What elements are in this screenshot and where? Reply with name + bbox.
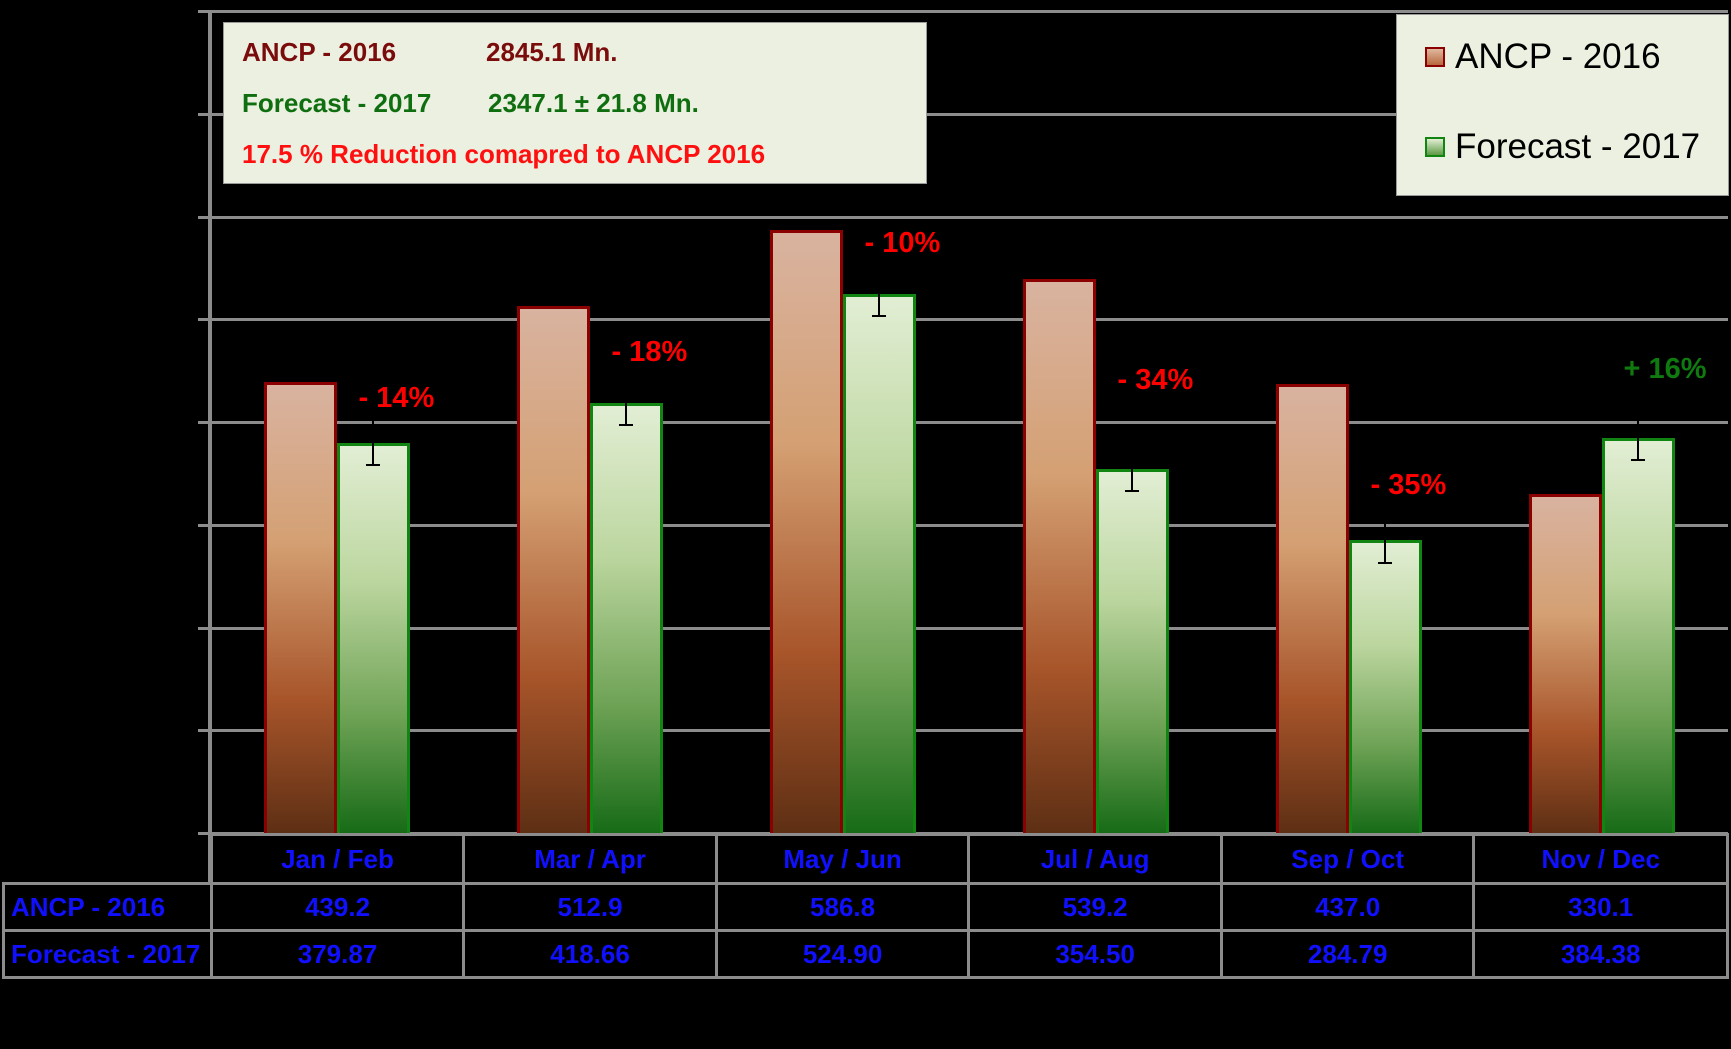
- y-tick: [198, 10, 210, 13]
- pct-change-label: - 18%: [611, 335, 688, 368]
- forecast-total-value: 2347.1 ± 21.8 Mn.: [488, 88, 699, 118]
- gridline: [210, 318, 1728, 322]
- gridline: [210, 215, 1728, 219]
- gridline: [210, 626, 1728, 630]
- ancp-total-value: 2845.1 Mn.: [486, 37, 618, 67]
- error-bar: [372, 420, 374, 466]
- bar-ancp-2016: [263, 381, 337, 833]
- error-bar-cap: [1125, 490, 1139, 493]
- y-tick: [198, 729, 210, 733]
- legend-label: Forecast - 2017: [1455, 127, 1701, 166]
- y-axis: [208, 12, 212, 884]
- legend-item-ancp: ANCP - 2016: [1425, 37, 1661, 77]
- bar-forecast-2017: [1348, 540, 1422, 833]
- summary-box: ANCP - 2016 2845.1 Mn. Forecast - 2017 2…: [223, 22, 927, 184]
- table-cell: 524.90: [714, 929, 971, 979]
- table-cell: 539.2: [967, 882, 1223, 932]
- error-bar: [1384, 517, 1386, 563]
- table-cell: 379.87: [209, 929, 466, 979]
- table-cell: 439.2: [209, 882, 466, 932]
- bar-ancp-2016: [1275, 383, 1349, 833]
- pct-change-label: - 14%: [358, 381, 435, 414]
- table-cell: 512.9: [462, 882, 718, 932]
- error-bar: [878, 271, 880, 317]
- gridline: [210, 10, 1728, 13]
- legend-item-forecast: Forecast - 2017: [1425, 127, 1700, 167]
- y-tick: [198, 832, 210, 835]
- bar-ancp-2016: [516, 305, 590, 833]
- table-cell: 284.79: [1219, 929, 1476, 979]
- error-bar-cap: [1378, 561, 1392, 564]
- y-tick: [198, 626, 210, 630]
- table-cell: 437.0: [1219, 882, 1476, 932]
- table-cell: 418.66: [462, 929, 718, 979]
- table-cell: 354.50: [967, 929, 1223, 979]
- bar-forecast-2017: [1095, 468, 1169, 833]
- table-header-cell: Jan / Feb: [209, 833, 466, 885]
- bar-forecast-2017: [842, 293, 916, 833]
- error-bar: [625, 380, 627, 426]
- bar-ancp-2016: [1022, 278, 1096, 833]
- table-header-cell: Nov / Dec: [1472, 833, 1729, 885]
- gridline: [210, 523, 1728, 527]
- table-row-label: Forecast - 2017: [2, 929, 213, 979]
- bar-forecast-2017: [336, 442, 410, 833]
- pct-change-label: - 10%: [864, 227, 941, 260]
- legend-label: ANCP - 2016: [1455, 37, 1661, 76]
- y-tick: [198, 523, 210, 527]
- forecast-swatch-icon: [1425, 137, 1445, 157]
- y-tick: [198, 112, 210, 116]
- table-row: Forecast - 2017 379.87 418.66 524.90 354…: [2, 929, 1729, 979]
- table-header-cell: May / Jun: [714, 833, 971, 885]
- bar-ancp-2016: [769, 230, 843, 833]
- table-corner: [4, 835, 212, 884]
- reduction-note: 17.5 % Reduction comapred to ANCP 2016: [242, 139, 766, 169]
- gridline: [210, 729, 1728, 733]
- table-cell: 586.8: [714, 882, 971, 932]
- y-tick: [198, 421, 210, 424]
- ancp-total-label: ANCP - 2016: [242, 37, 397, 67]
- error-bar-cap: [1631, 459, 1645, 462]
- table-row: ANCP - 2016 439.2 512.9 586.8 539.2 437.…: [2, 882, 1729, 932]
- pct-change-label: - 35%: [1370, 468, 1447, 501]
- table-header-row: Jan / Feb Mar / Apr May / Jun Jul / Aug …: [4, 833, 1729, 885]
- pct-change-label: + 16%: [1623, 353, 1707, 386]
- table-header-cell: Jul / Aug: [967, 833, 1223, 885]
- forecast-total-label: Forecast - 2017: [242, 88, 432, 118]
- error-bar: [1637, 415, 1639, 461]
- bar-ancp-2016: [1528, 493, 1602, 833]
- ancp-swatch-icon: [1425, 47, 1445, 67]
- y-tick: [198, 318, 210, 322]
- error-bar-cap: [619, 424, 633, 427]
- error-bar-cap: [366, 464, 380, 467]
- y-tick: [198, 215, 210, 219]
- table-cell: 384.38: [1472, 929, 1729, 979]
- data-table: Jan / Feb Mar / Apr May / Jun Jul / Aug …: [2, 833, 1729, 979]
- error-bar: [1131, 446, 1133, 492]
- table-header-cell: Mar / Apr: [462, 833, 718, 885]
- table-cell: 330.1: [1472, 882, 1729, 932]
- table-row-label: ANCP - 2016: [2, 882, 213, 932]
- legend: ANCP - 2016 Forecast - 2017: [1396, 14, 1729, 196]
- gridline: [210, 832, 1728, 835]
- error-bar-cap: [872, 315, 886, 318]
- bar-forecast-2017: [589, 402, 663, 833]
- gridline: [210, 421, 1728, 424]
- gridline: [210, 112, 1728, 116]
- bar-forecast-2017: [1601, 438, 1675, 833]
- table-header-cell: Sep / Oct: [1219, 833, 1476, 885]
- pct-change-label: - 34%: [1117, 363, 1194, 396]
